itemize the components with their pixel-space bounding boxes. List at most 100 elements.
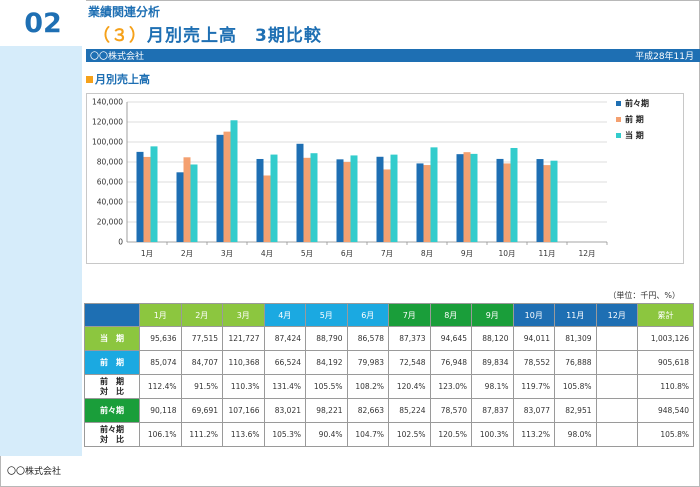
bar-zenki	[423, 165, 431, 242]
x-tick-label: 1月	[141, 249, 153, 258]
table-cell: 110,368	[222, 350, 265, 375]
table-cell: 77,515	[180, 326, 223, 351]
table-cell	[595, 350, 638, 375]
bar-zenzenki	[456, 154, 464, 242]
table-row: 前 期対 比 112.4% 91.5% 110.3% 131.4% 105.5% 108.2…	[84, 374, 694, 399]
row-label: 当 期	[84, 326, 140, 351]
bar-zenzenki	[296, 143, 304, 242]
y-tick-label: 20,000	[97, 218, 123, 227]
month-header: 6月	[346, 303, 389, 327]
table-cell: 88,790	[305, 326, 348, 351]
bar-zenzenki	[176, 172, 184, 242]
x-tick-label: 9月	[461, 249, 473, 258]
table-cell: 95,636	[139, 326, 182, 351]
table-cell: 84,707	[180, 350, 223, 375]
row-label: 前々期	[84, 398, 140, 423]
bar-zenki	[223, 131, 231, 242]
table-cell: 76,948	[429, 350, 472, 375]
month-header: 12月	[595, 303, 638, 327]
row-label: 前 期対 比	[84, 374, 140, 399]
table-row: 前 期 85,074 84,707 110,368 66,524 84,192 79,983…	[84, 350, 694, 375]
bar-touki	[510, 147, 518, 242]
bar-zenki	[183, 157, 191, 242]
report-date: 平成28年11月	[635, 52, 694, 62]
row-label: 前 期	[84, 350, 140, 375]
bar-zenki	[343, 162, 351, 242]
table-cell: 76,888	[554, 350, 597, 375]
table-cell	[595, 398, 638, 423]
table-cell: 110.8%	[637, 374, 694, 399]
bar-touki	[230, 120, 238, 242]
table-cell: 100.3%	[471, 422, 514, 447]
table-cell: 111.2%	[180, 422, 223, 447]
table-cell: 90,118	[139, 398, 182, 423]
square-bullet-icon	[86, 75, 93, 83]
table-cell: 85,224	[388, 398, 431, 423]
table-cell: 121,727	[222, 326, 265, 351]
table-cell: 90.4%	[305, 422, 348, 447]
month-header: 7月	[388, 303, 431, 327]
month-header: 4月	[263, 303, 306, 327]
month-header: 5月	[305, 303, 348, 327]
x-tick-label: 10月	[498, 249, 515, 258]
table-cell: 105.3%	[263, 422, 306, 447]
bar-zenzenki	[136, 151, 144, 242]
x-tick-label: 3月	[221, 249, 233, 258]
table-cell: 98,221	[305, 398, 348, 423]
x-tick-label: 7月	[381, 249, 393, 258]
row-label: 前々期対 比	[84, 422, 140, 447]
table-cell: 85,074	[139, 350, 182, 375]
table-cell: 82,663	[346, 398, 389, 423]
bar-zenki	[143, 156, 151, 242]
x-tick-label: 11月	[538, 249, 555, 258]
title-prefix: （３）	[93, 26, 147, 46]
bar-touki	[190, 164, 198, 242]
table-cell: 66,524	[263, 350, 306, 375]
table-cell: 131.4%	[263, 374, 306, 399]
bar-touki	[350, 155, 358, 242]
month-header: 11月	[554, 303, 597, 327]
legend-label: 前 期	[625, 114, 644, 124]
month-header: 10月	[512, 303, 555, 327]
unit-note: （単位：千円、%）	[608, 291, 680, 300]
table-cell: 108.2%	[346, 374, 389, 399]
bar-zenzenki	[216, 134, 224, 242]
table-cell: 83,021	[263, 398, 306, 423]
table-cell: 112.4%	[139, 374, 182, 399]
company-name: 〇〇株式会社	[90, 52, 145, 62]
table-cell: 98.1%	[471, 374, 514, 399]
table-cell: 110.3%	[222, 374, 265, 399]
x-tick-label: 5月	[301, 249, 313, 258]
table-cell: 69,691	[180, 398, 223, 423]
table-cell: 81,309	[554, 326, 597, 351]
bar-touki	[270, 154, 278, 242]
legend-swatch	[616, 133, 621, 138]
info-bar: 〇〇株式会社 平成28年11月	[86, 49, 700, 62]
y-tick-label: 0	[118, 238, 123, 247]
section-label: 月別売上高	[86, 71, 150, 87]
x-tick-label: 6月	[341, 249, 353, 258]
table-cell: 87,424	[263, 326, 306, 351]
bar-zenzenki	[536, 159, 544, 242]
table-cell: 105.5%	[305, 374, 348, 399]
bar-zenki	[263, 175, 271, 242]
month-header: 3月	[222, 303, 265, 327]
bar-zenzenki	[336, 159, 344, 242]
bar-zenki	[503, 163, 511, 242]
table-cell: 83,077	[512, 398, 555, 423]
table-cell: 1,003,126	[637, 326, 694, 351]
bar-touki	[550, 160, 558, 242]
table-cell	[595, 326, 638, 351]
bar-touki	[470, 153, 478, 242]
y-tick-label: 100,000	[92, 138, 123, 147]
table-cell: 91.5%	[180, 374, 223, 399]
bar-zenki	[383, 169, 391, 242]
bar-zenzenki	[416, 163, 424, 242]
legend-label: 前々期	[625, 98, 649, 108]
legend-swatch	[616, 101, 621, 106]
table-header-row: 1月 2月 3月 4月 5月 6月 7月 8月 9月 10月 11月 12月 累計	[84, 303, 694, 327]
table-cell: 89,834	[471, 350, 514, 375]
section-label-text: 月別売上高	[95, 73, 150, 86]
y-tick-label: 40,000	[97, 198, 123, 207]
table-row: 前々期 90,118 69,691 107,166 83,021 98,221 82,663…	[84, 398, 694, 423]
